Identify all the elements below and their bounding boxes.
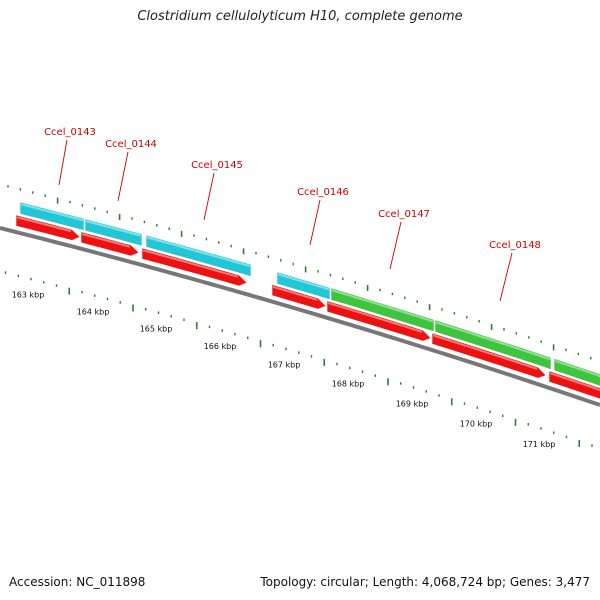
gene-label-Ccel_0148: Ccel_0148 <box>489 240 541 302</box>
genome-summary-text: Topology: circular; Length: 4,068,724 bp… <box>260 575 590 589</box>
kbp-label: 165 kbp <box>140 324 173 333</box>
genome-backbone <box>0 226 600 407</box>
kbp-label: 164 kbp <box>77 307 110 316</box>
gene-label-Ccel_0146: Ccel_0146 <box>297 187 349 246</box>
gene-label-Ccel_0147: Ccel_0147 <box>378 209 430 270</box>
kbp-label: 170 kbp <box>460 420 493 429</box>
gene-name: Ccel_0144 <box>105 139 157 150</box>
gene-name: Ccel_0143 <box>44 127 96 138</box>
feature-Ccel_0146 <box>276 271 331 301</box>
cds-next-red <box>548 370 600 400</box>
feature-Ccel_0145 <box>145 234 252 277</box>
gene-labels: Ccel_0143 Ccel_0144 Ccel_0145 Ccel_0146 Ccel… <box>44 127 541 302</box>
cds-Ccel_0146 <box>271 284 327 310</box>
cds-Ccel_0144 <box>80 231 140 257</box>
kbp-label: 168 kbp <box>332 380 365 389</box>
kbp-label: 163 kbp <box>12 291 45 300</box>
map-title: Clostridium cellulolyticum H10, complete… <box>137 9 463 24</box>
kbp-label: 169 kbp <box>396 399 429 408</box>
gene-label-Ccel_0143: Ccel_0143 <box>44 127 96 186</box>
feature-Ccel_0143 <box>19 201 85 231</box>
kbp-label: 171 kbp <box>523 440 556 449</box>
backbone-line <box>0 226 600 407</box>
gene-name: Ccel_0145 <box>191 160 243 171</box>
gene-name: Ccel_0148 <box>489 240 541 251</box>
gene-name: Ccel_0147 <box>378 209 430 220</box>
cds-Ccel_0145 <box>141 247 248 287</box>
feature-Ccel_0148 <box>434 319 552 370</box>
outer-tick-ruler <box>7 185 592 360</box>
kbp-label: 166 kbp <box>204 342 237 351</box>
feature-track <box>15 201 600 400</box>
kbp-label: 167 kbp <box>268 361 301 370</box>
feature-Ccel_0144 <box>84 218 143 247</box>
feature-Ccel_0147 <box>330 287 435 333</box>
feature-next-green <box>553 358 600 387</box>
accession-text: Accession: NC_011898 <box>9 575 146 589</box>
cds-Ccel_0143 <box>15 214 81 241</box>
cds-Ccel_0148 <box>431 332 547 379</box>
cds-Ccel_0147 <box>326 300 432 342</box>
gene-label-Ccel_0144: Ccel_0144 <box>105 139 157 202</box>
gene-label-Ccel_0145: Ccel_0145 <box>191 160 243 221</box>
kbp-tick-ruler: 163 kbp 164 kbp 165 kbp 166 kbp 167 kbp 168 k… <box>4 271 593 449</box>
gene-name: Ccel_0146 <box>297 187 349 198</box>
